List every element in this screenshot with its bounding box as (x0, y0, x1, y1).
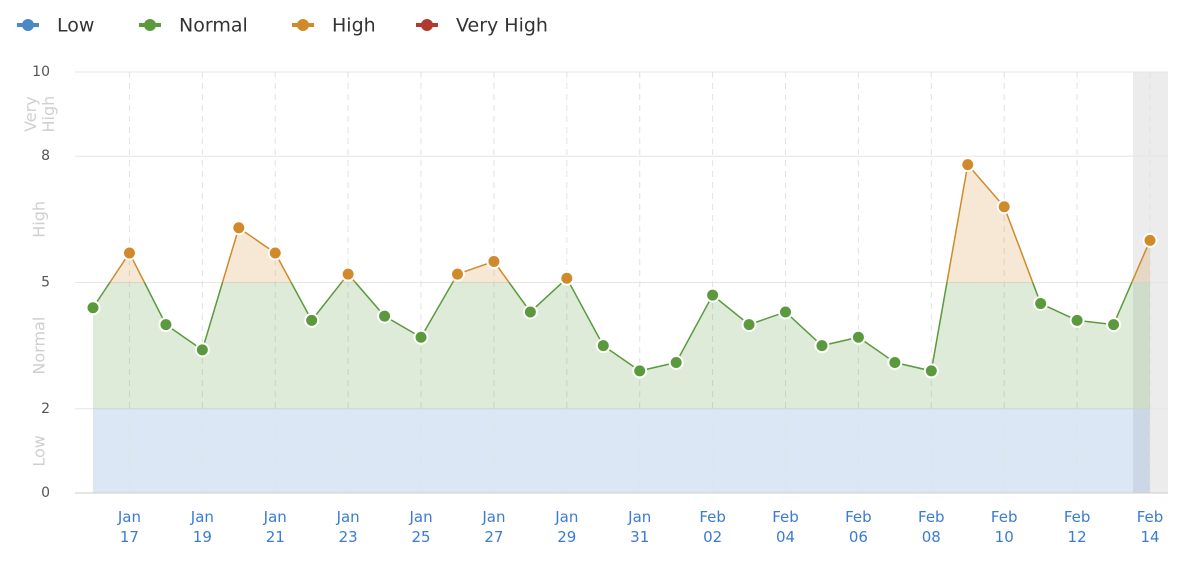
legend-marker (144, 19, 156, 31)
legend-marker (297, 19, 309, 31)
zone-band (93, 408, 1150, 493)
zone-label: Normal (30, 317, 49, 375)
data-point (340, 266, 356, 282)
data-point (741, 317, 757, 333)
x-tick-label: Jan 27 (481, 508, 505, 546)
x-tick-label: Jan 21 (263, 508, 287, 546)
y-tick-label: 5 (41, 275, 50, 291)
y-tick-label: 10 (32, 64, 50, 80)
legend-marker (22, 19, 34, 31)
data-point (778, 304, 794, 320)
x-tick-label: Jan 29 (554, 508, 578, 546)
x-tick-label: Jan 23 (336, 508, 360, 546)
data-point (850, 329, 866, 345)
legend-label: Low (57, 15, 94, 37)
data-point (996, 199, 1012, 215)
x-tick-label: Jan 25 (408, 508, 432, 546)
data-point (267, 245, 283, 261)
x-tick-label: Jan 31 (627, 508, 651, 546)
data-point (595, 338, 611, 354)
data-point (449, 266, 465, 282)
data-point (632, 363, 648, 379)
data-point (1033, 296, 1049, 312)
data-point (377, 308, 393, 324)
x-tick-label: Feb 08 (918, 508, 945, 546)
data-point (158, 317, 174, 333)
data-point (960, 157, 976, 173)
data-point (668, 354, 684, 370)
y-tick-label: 0 (41, 485, 50, 501)
x-tick-label: Feb 12 (1064, 508, 1091, 546)
data-point (1106, 317, 1122, 333)
x-tick-label: Feb 02 (699, 508, 726, 546)
data-point (522, 304, 538, 320)
x-tick-label: Feb 10 (991, 508, 1018, 546)
area (93, 164, 1150, 409)
data-point (887, 354, 903, 370)
legend-label: Very High (456, 15, 548, 37)
data-point (413, 329, 429, 345)
data-point (231, 220, 247, 236)
data-point (1142, 232, 1158, 248)
zone-label: Low (30, 435, 49, 467)
data-point (194, 342, 210, 358)
x-tick-label: Jan 19 (190, 508, 214, 546)
data-point (85, 300, 101, 316)
legend-label: Normal (179, 15, 248, 37)
zone-label: VeryHigh (21, 96, 58, 133)
data-point (923, 363, 939, 379)
zone-label: High (30, 201, 49, 238)
x-tick-label: Feb 14 (1137, 508, 1164, 546)
x-tick-label: Feb 04 (772, 508, 799, 546)
x-tick-label: Feb 06 (845, 508, 872, 546)
legend-label: High (332, 15, 376, 37)
y-tick-label: 8 (41, 148, 50, 164)
data-point (559, 270, 575, 286)
data-point (304, 312, 320, 328)
x-tick-label: Jan 17 (117, 508, 141, 546)
legend-marker (421, 19, 433, 31)
data-point (1069, 312, 1085, 328)
data-point (121, 245, 137, 261)
data-point (814, 338, 830, 354)
data-point (486, 253, 502, 269)
data-point (705, 287, 721, 303)
y-tick-label: 2 (41, 401, 50, 417)
